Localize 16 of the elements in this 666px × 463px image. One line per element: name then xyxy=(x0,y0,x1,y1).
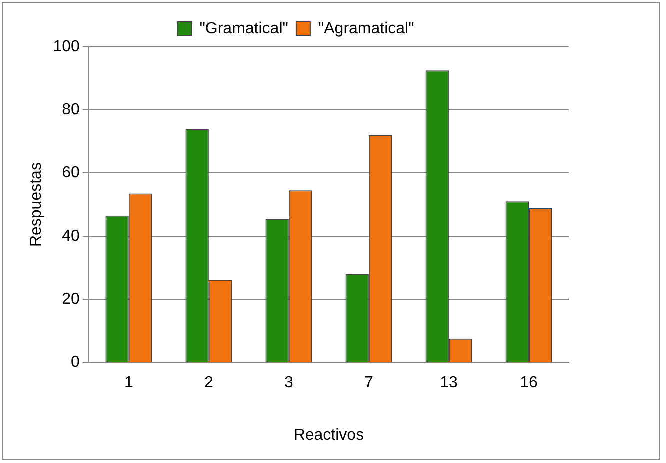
y-tick-label: 80 xyxy=(62,102,80,119)
x-tick-label: 3 xyxy=(284,374,294,392)
y-tick-label: 40 xyxy=(62,228,80,245)
x-tick-label: 1 xyxy=(124,374,134,392)
x-tick-label: 13 xyxy=(440,374,458,392)
x-axis-title: Reactivos xyxy=(294,426,364,444)
x-tick-label: 7 xyxy=(364,374,374,392)
y-tick-label: 60 xyxy=(62,164,80,182)
x-tick-label: 16 xyxy=(520,374,538,392)
y-tick-label: 0 xyxy=(70,354,80,372)
legend-label: "Gramatical" xyxy=(200,20,288,38)
y-axis-title: Respuestas xyxy=(28,162,46,248)
y-tick-label: 100 xyxy=(53,38,80,56)
legend-label: "Agramatical" xyxy=(318,20,414,38)
x-tick-label: 2 xyxy=(204,374,214,392)
y-tick-label: 20 xyxy=(62,290,80,308)
